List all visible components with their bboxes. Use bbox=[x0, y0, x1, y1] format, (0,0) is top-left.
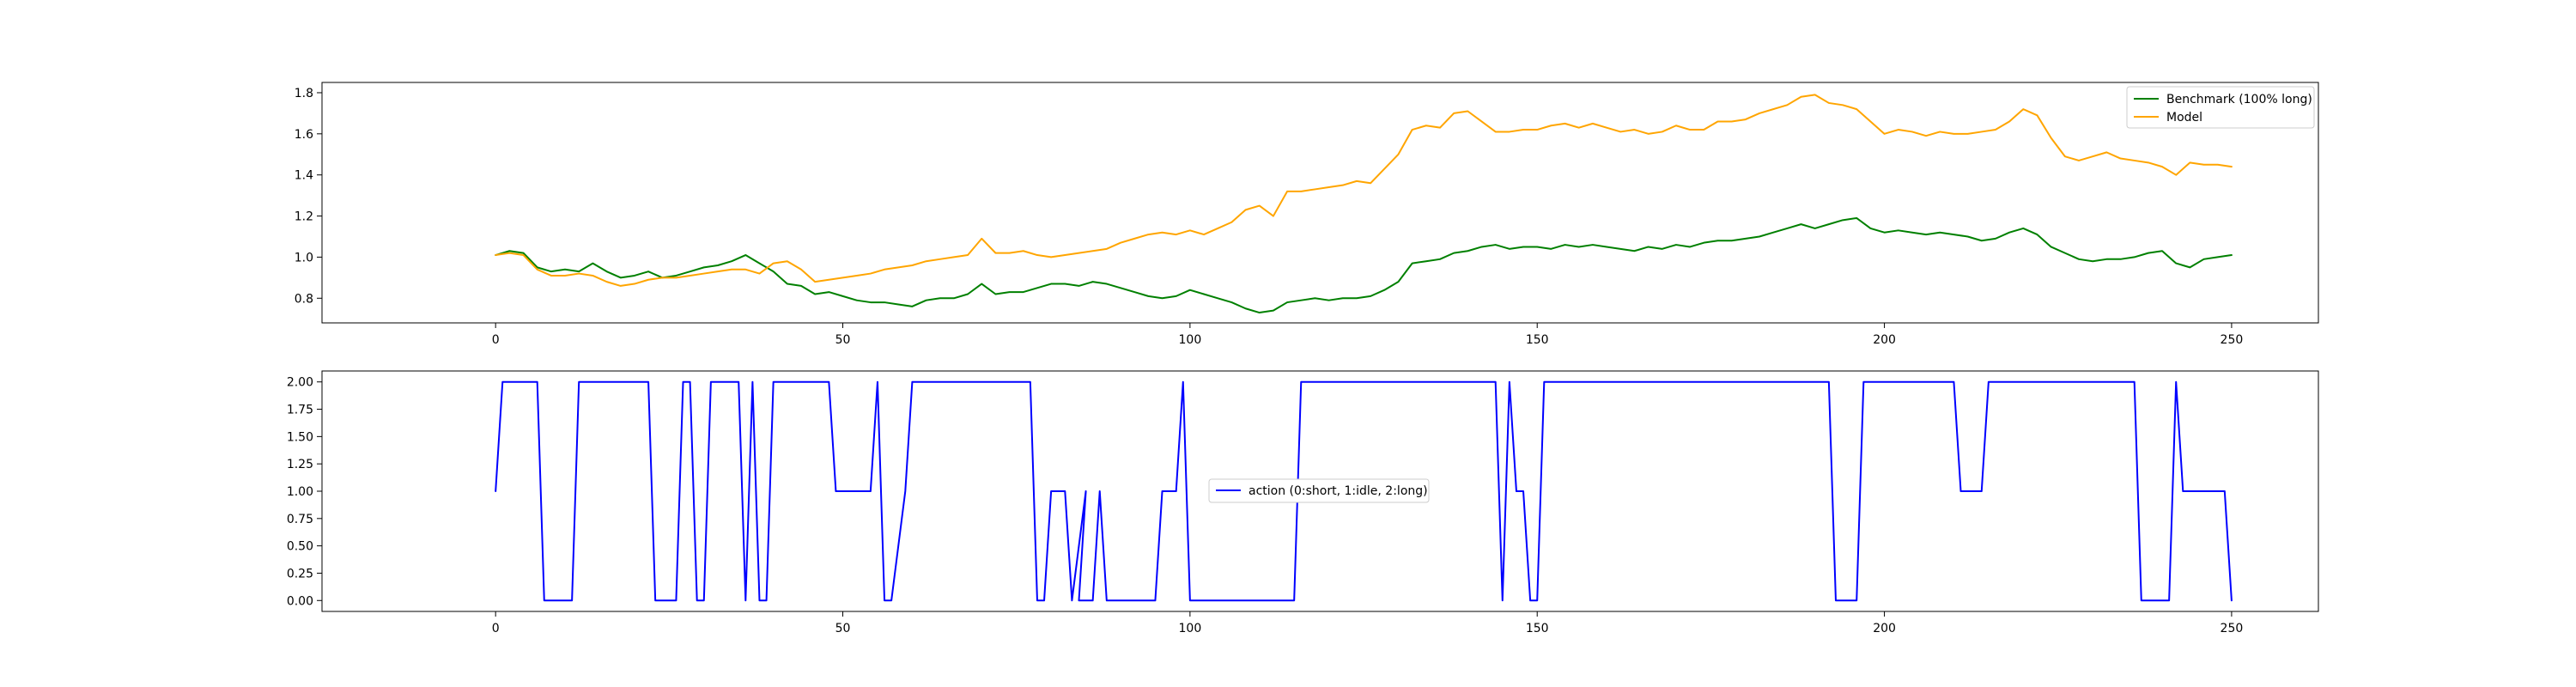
bottom-series-group bbox=[495, 380, 2233, 602]
top-y-tick-label: 1.2 bbox=[295, 210, 313, 224]
top-tick-group: 0 50 100 150 200 250 0.8 1.0 1.2 1.4 1.6 1.8 bbox=[295, 87, 2244, 347]
bottom-chart-panel: 0 50 100 150 200 250 0.00 0.25 0.50 0.75 1.00 1.25 1… bbox=[287, 370, 2319, 635]
bottom-tick-group: 0 50 100 150 200 250 0.00 0.25 0.50 0.75 1.00 1.25 1… bbox=[287, 376, 2243, 635]
bottom-series-line-0 bbox=[495, 380, 2233, 602]
top-x-tick-label: 100 bbox=[1179, 333, 1202, 347]
bottom-x-tick-label: 150 bbox=[1526, 622, 1549, 635]
bottom-y-tick-label: 1.00 bbox=[287, 485, 313, 499]
action-legend-label: action (0:short, 1:idle, 2:long) bbox=[1249, 484, 1428, 498]
bottom-y-tick-label: 1.75 bbox=[287, 404, 313, 417]
bottom-y-tick-label: 1.50 bbox=[287, 430, 313, 444]
top-y-tick-label: 1.4 bbox=[295, 169, 313, 183]
top-y-tick-label: 1.8 bbox=[295, 87, 313, 100]
top-series-line-0 bbox=[495, 216, 2233, 314]
top-y-tick-label: 1.0 bbox=[295, 251, 313, 264]
bottom-y-tick-label: 1.25 bbox=[287, 458, 313, 471]
top-y-tick-label: 1.6 bbox=[295, 128, 313, 142]
bottom-y-tick-label: 2.00 bbox=[287, 376, 313, 390]
top-x-tick-label: 200 bbox=[1873, 333, 1896, 347]
bottom-x-tick-label: 50 bbox=[835, 622, 851, 635]
benchmark-legend-label: Benchmark (100% long) bbox=[2166, 93, 2312, 106]
bottom-legend-box bbox=[1208, 478, 1430, 503]
top-plot-area bbox=[321, 82, 2319, 324]
bottom-x-tick-label: 100 bbox=[1179, 622, 1202, 635]
bottom-x-tick-label: 250 bbox=[2221, 622, 2244, 635]
bottom-y-tick-label: 0.75 bbox=[287, 513, 313, 526]
top-y-tick-label: 0.8 bbox=[295, 292, 313, 306]
bottom-legend: action (0:short, 1:idle, 2:long) bbox=[1208, 478, 1430, 503]
top-chart-panel: 0 50 100 150 200 250 0.8 1.0 1.2 1.4 1.6 1.8 Benchm… bbox=[295, 82, 2319, 347]
top-series-line-1 bbox=[495, 94, 2233, 287]
bottom-y-tick-label: 0.25 bbox=[287, 567, 313, 581]
bottom-x-tick-label: 0 bbox=[492, 622, 500, 635]
top-x-tick-label: 50 bbox=[835, 333, 851, 347]
top-x-tick-label: 250 bbox=[2221, 333, 2244, 347]
top-legend-box bbox=[2126, 86, 2315, 129]
bottom-x-tick-label: 200 bbox=[1873, 622, 1896, 635]
bottom-y-tick-label: 0.50 bbox=[287, 540, 313, 554]
top-x-tick-label: 0 bbox=[492, 333, 500, 347]
model-legend-label: Model bbox=[2166, 111, 2202, 125]
bottom-y-tick-label: 0.00 bbox=[287, 594, 313, 608]
top-series-group bbox=[495, 94, 2233, 314]
top-x-tick-label: 150 bbox=[1526, 333, 1549, 347]
top-legend: Benchmark (100% long) Model bbox=[2126, 86, 2315, 129]
